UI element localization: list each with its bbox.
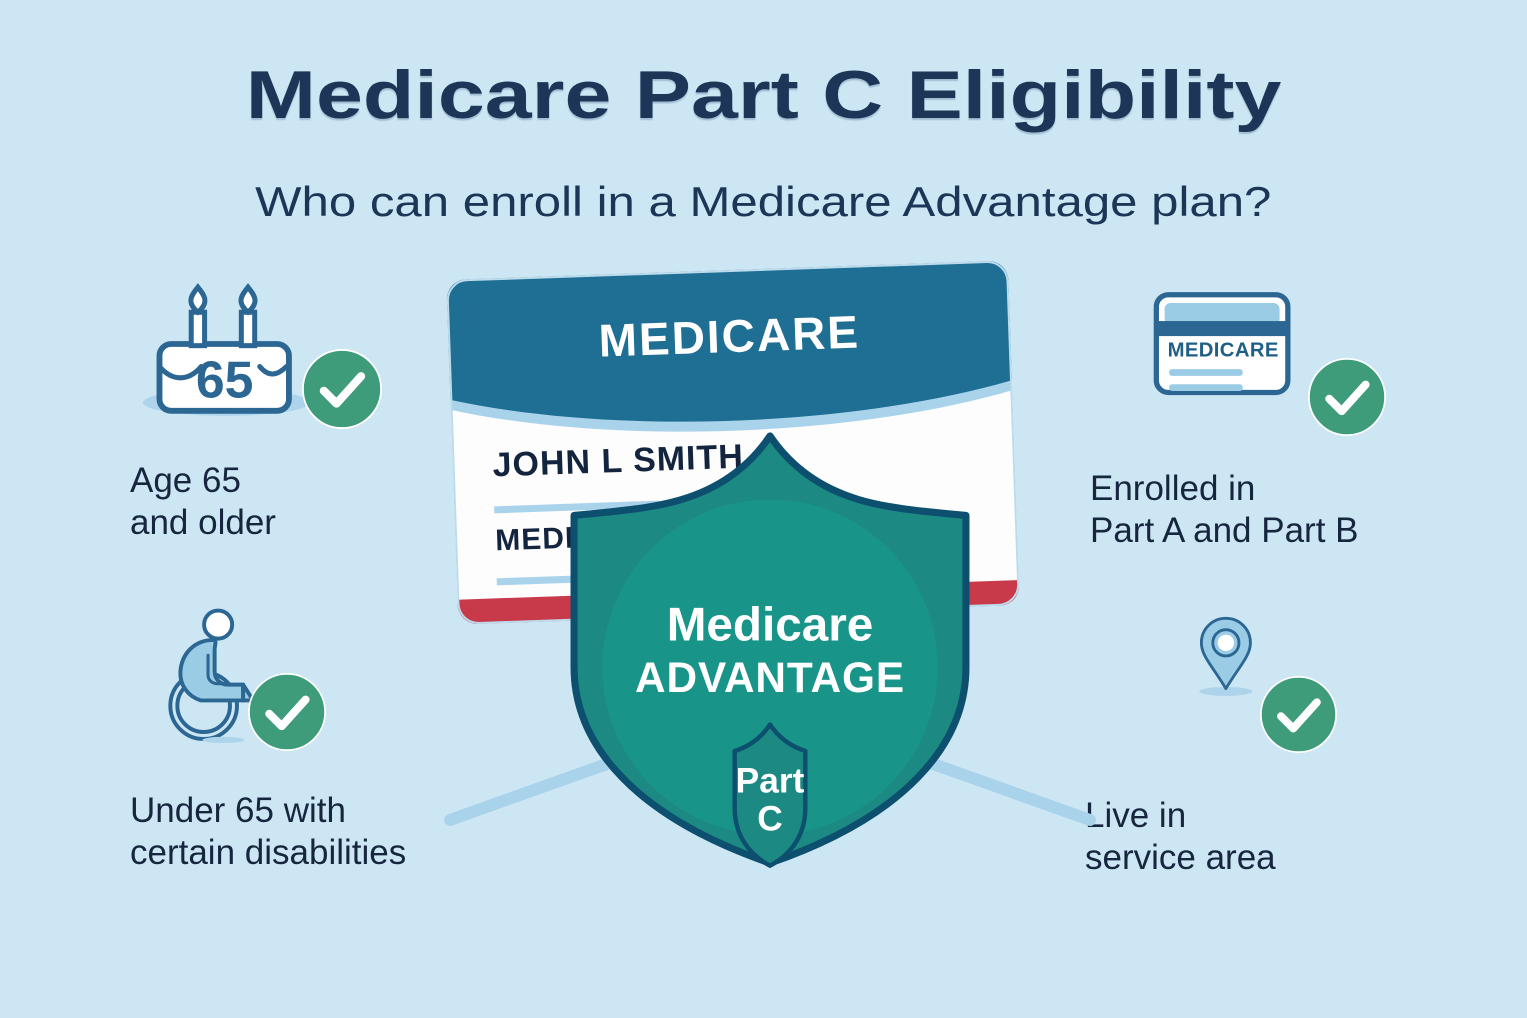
svg-text:ADVANTAGE: ADVANTAGE [635, 654, 905, 701]
svg-text:Part: Part [736, 761, 805, 800]
svg-text:Medicare: Medicare [667, 599, 874, 652]
svg-text:C: C [757, 799, 783, 838]
